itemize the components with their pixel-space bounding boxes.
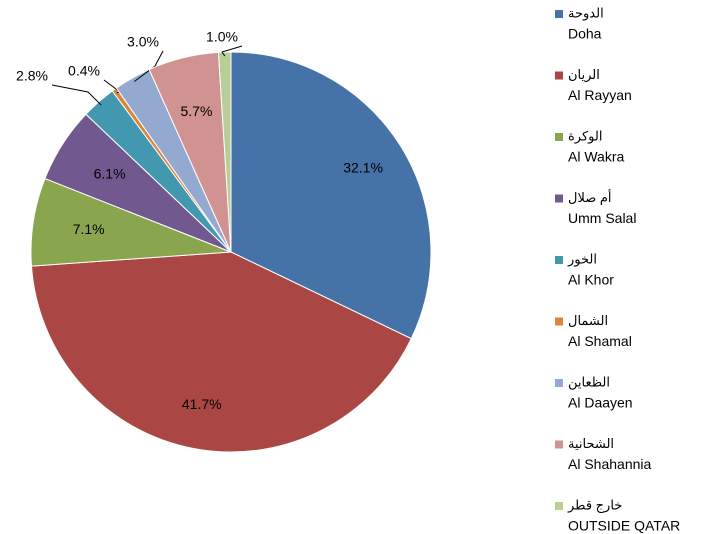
legend-swatch: [555, 502, 563, 510]
data-label: 2.8%: [16, 68, 48, 84]
data-label: 32.1%: [343, 160, 383, 176]
legend-swatch: [555, 440, 563, 449]
leader-line: [134, 50, 164, 82]
legend-label-arabic: الريان: [568, 67, 600, 83]
legend-label: Al Wakra: [568, 149, 624, 165]
legend-label-arabic: الوكرة: [568, 128, 602, 144]
legend-swatch: [555, 317, 563, 326]
legend-swatch: [555, 71, 563, 80]
data-label: 41.7%: [182, 396, 222, 412]
legend-label: Al Shahannia: [568, 456, 652, 472]
data-label: 0.4%: [68, 63, 100, 79]
pie-slice: [217, 51, 232, 253]
legend-label-arabic: الدوحة: [568, 5, 604, 21]
data-label: 6.1%: [94, 165, 126, 181]
leader-line: [221, 45, 243, 57]
legend-swatch: [555, 256, 563, 264]
legend-label: Umm Salal: [568, 210, 636, 226]
legend: الدوحة Doha الريان Al Rayyan الوكرة Al Wakra أ…: [555, 5, 680, 534]
legend-swatch: [555, 379, 563, 387]
legend-swatch: [555, 194, 563, 203]
legend-swatch: [555, 133, 563, 141]
legend-label: Al Khor: [568, 272, 614, 288]
legend-swatch: [555, 10, 563, 18]
data-label: 1.0%: [206, 29, 238, 45]
legend-label: Al Shamal: [568, 333, 632, 349]
leader-line: [51, 84, 102, 106]
legend-label-arabic: الظعاين: [568, 374, 610, 390]
legend-label-arabic: الشمال: [568, 313, 608, 328]
legend-label-arabic: الشحانية: [568, 436, 614, 451]
pie-slice: [30, 251, 412, 453]
legend-label: OUTSIDE QATAR: [568, 518, 680, 534]
legend-label: Doha: [568, 26, 602, 42]
legend-label-arabic: أم صلال: [568, 189, 612, 205]
legend-label-arabic: خارج قطر: [567, 497, 622, 513]
legend-label-arabic: الخور: [567, 251, 597, 267]
pie-slice: [230, 51, 432, 340]
legend-label: Al Daayen: [568, 395, 633, 411]
data-label: 7.1%: [73, 221, 105, 237]
data-label: 5.7%: [181, 103, 213, 119]
pie: 32.1% 41.7% 7.1% 6.1% 2.8% 0.4% 3.0% 5.7% 1.0%: [16, 29, 432, 453]
legend-label: Al Rayyan: [568, 87, 632, 103]
data-label: 3.0%: [127, 34, 159, 50]
